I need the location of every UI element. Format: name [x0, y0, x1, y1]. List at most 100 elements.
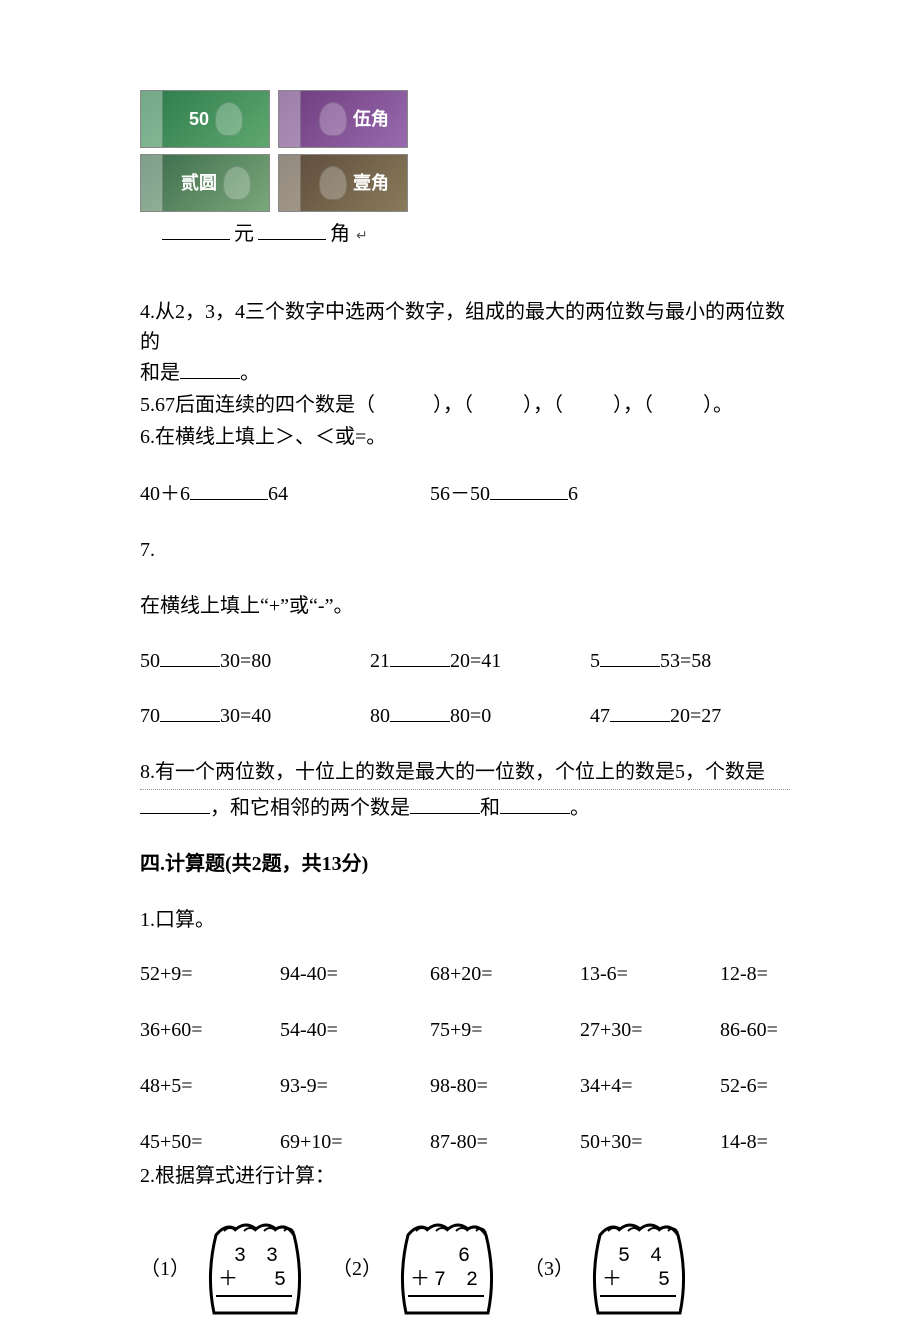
q5-mid2: ），（ [523, 394, 563, 416]
portrait-icon [223, 166, 251, 200]
question-5: 5.67后面连续的四个数是（ ），（ ），（ ），（ ）。 [140, 390, 790, 420]
q4-line2: 和是 。 [140, 357, 790, 388]
calc-cell: 50+30= [580, 1127, 720, 1157]
money-row-2: 贰圆 壹角 [140, 154, 790, 212]
sack-icon: 6 ＋7 2 [388, 1215, 506, 1323]
q8-blank[interactable] [140, 792, 210, 814]
q7-cell: 5030=80 [140, 645, 370, 676]
q8-mid-b: 和 [480, 797, 500, 819]
q7-b: 30=40 [220, 705, 271, 727]
q4-line1: 4.从2，3，4三个数字中选两个数字，组成的最大的两位数与最小的两位数的 [140, 297, 790, 357]
unit-yuan: 元 [234, 219, 254, 249]
calc-cell: 94-40= [280, 959, 430, 989]
q7-cell: 8080=0 [370, 700, 590, 731]
bill-face: 壹角 [301, 166, 407, 200]
q4-blank[interactable] [180, 357, 240, 379]
sack-unit-3: （3） 5 4 ＋ 5 [524, 1215, 698, 1323]
q7-cell: 21 20=41 [370, 645, 590, 676]
q8-period: 。 [570, 797, 590, 819]
return-icon: ↵ [356, 226, 368, 247]
bill-5-jiao: 伍角 [278, 90, 408, 148]
q7-blank[interactable] [390, 700, 450, 722]
q7-blank[interactable] [160, 700, 220, 722]
q7-a: 80 [370, 705, 390, 727]
portrait-icon [215, 102, 243, 136]
sack-top: 6 [410, 1245, 474, 1268]
money-row-1: 50 伍角 [140, 90, 790, 148]
calc-cell: 54-40= [280, 1015, 430, 1045]
q5-suffix: ）。 [703, 394, 733, 416]
bill-face: 50 [163, 102, 269, 136]
q7-cell: 47 20=27 [590, 700, 790, 731]
q7-a: 47 [590, 705, 610, 727]
q8-blank[interactable] [410, 792, 480, 814]
q5-mid3: ），（ [613, 394, 653, 416]
q6-blank[interactable] [490, 478, 568, 500]
sack-unit-2: （2） 6 ＋7 2 [332, 1215, 506, 1323]
portrait-icon [319, 166, 347, 200]
blank-jiao[interactable] [258, 218, 326, 240]
calc-cell: 45+50= [140, 1127, 280, 1157]
bill-stub [279, 91, 301, 147]
sack-top: 5 4 [602, 1245, 666, 1268]
money-caption: 元 角 ↵ [140, 218, 790, 249]
question-7-label: 7. [140, 535, 790, 565]
q7-b: 53=58 [660, 650, 711, 672]
q7-b: 20=27 [670, 705, 721, 727]
question-6-row: 40＋664 56－506 [140, 478, 790, 509]
sack-bot: ＋ 5 [218, 1269, 290, 1292]
blank-yuan[interactable] [162, 218, 230, 240]
q7-a: 21 [370, 650, 390, 672]
bill-face: 贰圆 [163, 166, 269, 200]
unit-jiao: 角 [330, 219, 350, 249]
q6-left-a: 40＋6 [140, 483, 190, 505]
q6-right: 56－50 6 [430, 478, 578, 509]
bill-denom: 贰圆 [181, 170, 217, 197]
q7-blank[interactable] [160, 645, 220, 667]
q4-period: 。 [240, 362, 260, 384]
q7-cell: 7030=40 [140, 700, 370, 731]
calc-cell: 48+5= [140, 1071, 280, 1101]
bill-denom: 50 [189, 106, 209, 133]
calc-cell: 68+20= [430, 959, 580, 989]
bill-stub [279, 155, 301, 211]
q6-right-a: 56－50 [430, 483, 490, 505]
sack-row: （1） 3 3 ＋ 5 （2） 6 ＋7 2 （3） [140, 1215, 790, 1323]
calc1-grid: 52+9= 94-40= 68+20= 13-6= 12-8= 36+60= 5… [140, 959, 790, 1157]
bill-50-yuan: 50 [140, 90, 270, 148]
q8-mid-a: ，和它相邻的两个数是 [210, 797, 410, 819]
q7-blank[interactable] [600, 645, 660, 667]
bill-stub [141, 91, 163, 147]
bill-face: 伍角 [301, 102, 407, 136]
q6-right-b: 6 [568, 483, 578, 505]
q6-blank[interactable] [190, 478, 268, 500]
calc-cell: 52-6= [720, 1071, 830, 1101]
q5-prefix: 5.67后面连续的四个数是（ [140, 394, 375, 416]
calc-cell: 27+30= [580, 1015, 720, 1045]
q7-b: 20=41 [450, 650, 501, 672]
sack-top: 3 3 [218, 1245, 282, 1268]
q4-prefix: 和是 [140, 362, 180, 384]
calc-cell: 13-6= [580, 959, 720, 989]
q8-blank[interactable] [500, 792, 570, 814]
sack-label: （3） [524, 1254, 574, 1284]
portrait-icon [319, 102, 347, 136]
sack-hr [600, 1295, 676, 1297]
calc-cell: 34+4= [580, 1071, 720, 1101]
calc-cell: 86-60= [720, 1015, 830, 1045]
sack-label: （1） [140, 1254, 190, 1284]
q7-blank[interactable] [610, 700, 670, 722]
calc2-title: 2.根据算式进行计算： [140, 1161, 790, 1191]
money-block: 50 伍角 贰圆 壹角 元 [140, 90, 790, 249]
sack-icon: 3 3 ＋ 5 [196, 1215, 314, 1323]
sack-bot: ＋ 5 [602, 1269, 674, 1292]
question-8: 8.有一个两位数，十位上的数是最大的一位数，个位上的数是5，个数是 [140, 757, 790, 790]
q8-line1: 8.有一个两位数，十位上的数是最大的一位数，个位上的数是5，个数是 [140, 761, 765, 783]
question-8b: ，和它相邻的两个数是 和 。 [140, 792, 790, 823]
calc-cell: 36+60= [140, 1015, 280, 1045]
question-7-title: 在横线上填上“+”或“-”。 [140, 591, 790, 621]
sack-math: 5 4 ＋ 5 [602, 1245, 674, 1293]
section-4-heading: 四.计算题(共2题，共13分) [140, 849, 790, 879]
q7-b: 30=80 [220, 650, 271, 672]
q7-blank[interactable] [390, 645, 450, 667]
